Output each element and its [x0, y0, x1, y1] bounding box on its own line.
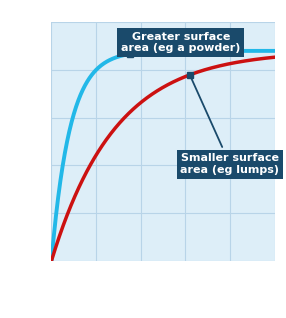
Text: Time from start of reaction: Time from start of reaction [73, 285, 253, 298]
Text: Smaller surface
area (eg lumps): Smaller surface area (eg lumps) [180, 77, 279, 175]
Text: Total mass / vol of product: Total mass / vol of product [20, 63, 30, 220]
Text: Greater surface
area (eg a powder): Greater surface area (eg a powder) [121, 32, 241, 53]
